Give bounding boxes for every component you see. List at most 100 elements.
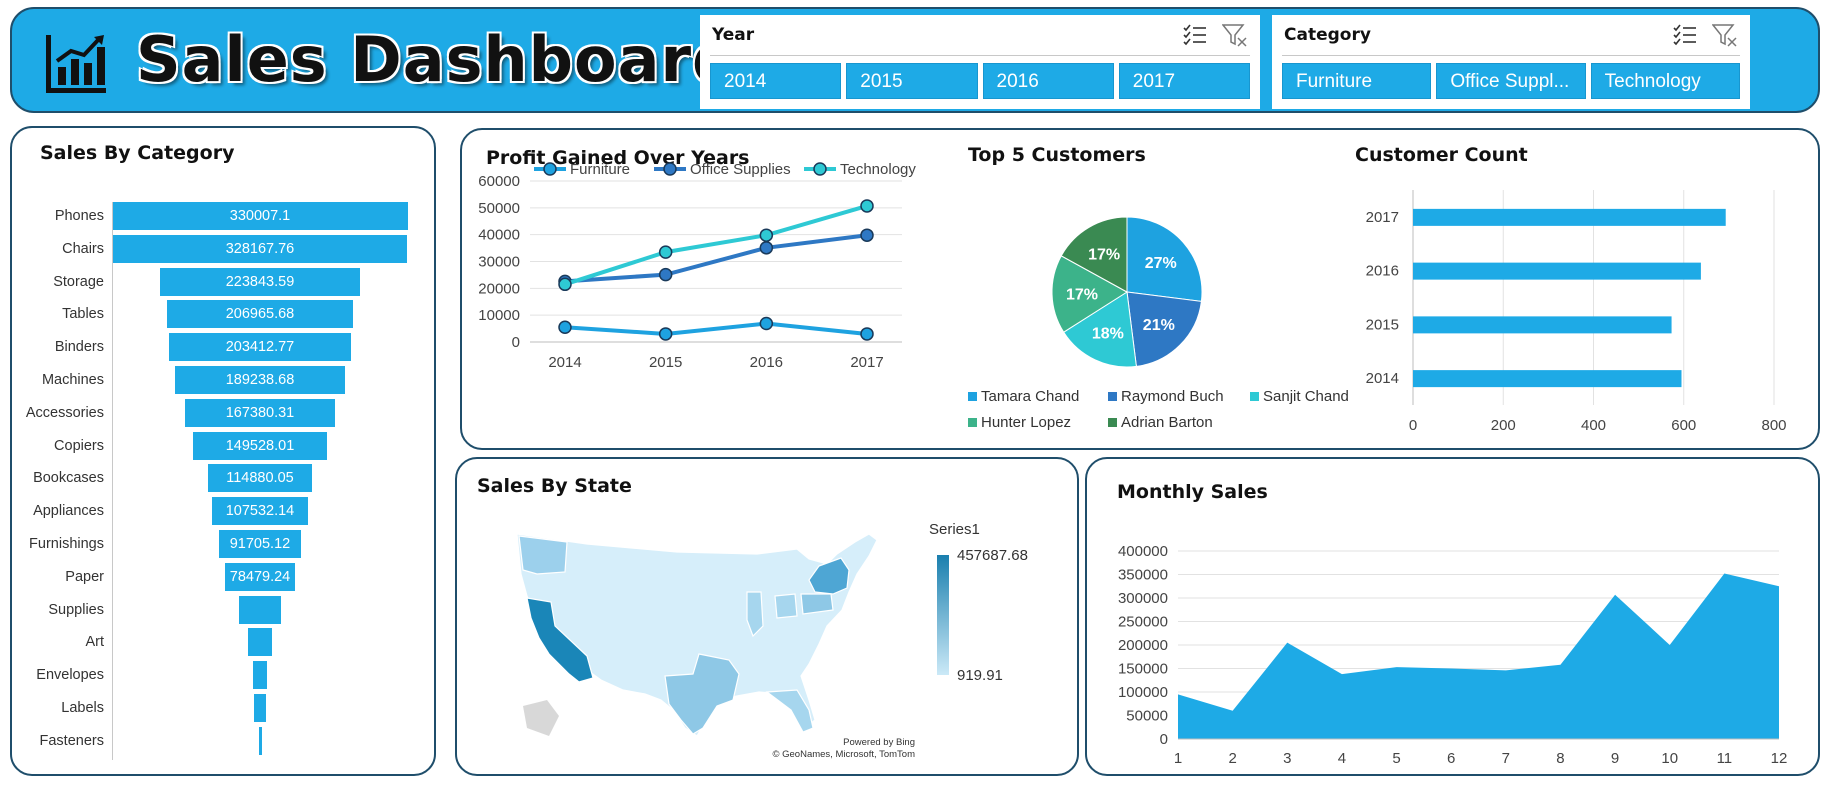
bar-chart-icon xyxy=(46,35,106,93)
x-tick-label: 800 xyxy=(1761,417,1786,434)
category-bar xyxy=(252,661,268,690)
year-button-3[interactable]: 2017 xyxy=(1118,63,1250,99)
category-bar: 328167.76 xyxy=(112,234,408,263)
category-label: Labels xyxy=(61,700,104,716)
state-new-york xyxy=(808,557,850,595)
top-customers-title: Top 5 Customers xyxy=(968,144,1146,166)
data-point xyxy=(759,228,774,242)
pie-slice-label: 17% xyxy=(1088,246,1120,263)
data-point xyxy=(558,277,572,292)
us-state-map xyxy=(516,533,878,737)
legend-label: Furniture xyxy=(570,161,630,178)
y-tick-label: 40000 xyxy=(478,227,520,244)
category-label: Phones xyxy=(54,208,104,224)
state-florida xyxy=(765,689,814,733)
state-illinois xyxy=(746,591,764,638)
category-label: Chairs xyxy=(62,240,104,257)
x-tick-label: 2015 xyxy=(649,354,682,371)
state-ohio xyxy=(774,593,798,619)
pie-slice xyxy=(1060,216,1128,293)
category-label: Appliances xyxy=(33,503,104,520)
pie-slice xyxy=(1126,291,1202,367)
legend-label: Technology xyxy=(840,161,916,178)
y-tick-label: 100000 xyxy=(1118,684,1168,701)
monthly-sales-title: Monthly Sales xyxy=(1117,481,1268,503)
sales-area xyxy=(1178,573,1779,739)
category-bar: 223843.59 xyxy=(159,267,361,296)
category-bar: 167380.31 xyxy=(184,398,336,427)
category-bar: 149528.01 xyxy=(192,431,328,460)
state-washington xyxy=(518,535,568,575)
dashboard-header: Sales Dashboard Year 2014 2015 2016 2017 Ca… xyxy=(10,7,1820,113)
year-button-1[interactable]: 2015 xyxy=(846,63,978,99)
year-button-0[interactable]: 2014 xyxy=(710,63,842,99)
x-tick-label: 0 xyxy=(1409,417,1417,434)
legend-marker xyxy=(813,162,827,176)
data-point xyxy=(658,245,673,259)
category-label: Supplies xyxy=(48,601,104,618)
overview-panel: Profit Gained Over Years 60000 50000 40000… xyxy=(460,128,1820,450)
category-bar: 189238.68 xyxy=(175,366,345,394)
sales-by-state-panel: Sales By State Series1 457687.68 919.91 … xyxy=(455,457,1079,776)
y-tick-label: 20000 xyxy=(478,280,520,297)
category-bar xyxy=(239,595,281,624)
category-button-0[interactable]: Furniture xyxy=(1282,63,1432,99)
map-attribution: Powered by Bing © GeoNames, Microsoft, T… xyxy=(772,737,916,760)
y-tick-label: 30000 xyxy=(478,254,520,271)
category-bar: 203412.77 xyxy=(168,333,352,362)
category-label: Copiers xyxy=(54,437,104,454)
x-tick-label: 2016 xyxy=(750,354,783,371)
y-tick-label: 400000 xyxy=(1118,543,1168,560)
y-tick-label: 60000 xyxy=(478,173,520,190)
legend-marker xyxy=(543,162,557,176)
series-line xyxy=(564,204,868,287)
clear-filter-icon[interactable] xyxy=(1222,23,1248,47)
x-tick-label: 5 xyxy=(1392,750,1400,767)
data-point xyxy=(759,241,774,255)
multi-select-icon[interactable] xyxy=(1182,23,1208,47)
y-tick-label: 200000 xyxy=(1118,637,1168,654)
category-label: Furnishings xyxy=(29,536,104,552)
y-tick-label: 50000 xyxy=(478,200,520,217)
data-point xyxy=(658,267,673,282)
x-tick-label: 10 xyxy=(1661,750,1678,767)
category-label: Envelopes xyxy=(36,667,104,684)
customer-count-title: Customer Count xyxy=(1355,144,1528,166)
multi-select-icon[interactable] xyxy=(1672,23,1698,47)
count-bar xyxy=(1413,208,1726,226)
year-slicer: Year 2014 2015 2016 2017 xyxy=(700,15,1260,109)
y-tick-label: 50000 xyxy=(1126,708,1168,725)
customer-count-bar-chart: 0 200 400 600 800 2017 2016 2015 2014 xyxy=(1366,190,1787,434)
y-tick-label: 0 xyxy=(512,334,520,351)
monthly-sales-panel: Monthly Sales 400000 350000 300000 250000 20… xyxy=(1085,457,1820,776)
pie-legend-item: Hunter Lopez xyxy=(968,414,1071,431)
legend-marker xyxy=(663,162,677,176)
y-tick-label: 2014 xyxy=(1366,370,1399,387)
category-label: Tables xyxy=(62,306,104,323)
category-bar: 206965.68 xyxy=(167,300,353,329)
x-tick-label: 4 xyxy=(1338,750,1346,767)
top-customers-legend: Tamara Chand Raymond Buch Sanjit Chand Hunt… xyxy=(968,388,1388,448)
year-button-2[interactable]: 2016 xyxy=(982,63,1114,99)
pie-legend-item: Tamara Chand xyxy=(968,388,1079,405)
count-bar xyxy=(1413,262,1701,280)
y-tick-label: 150000 xyxy=(1118,661,1168,678)
pie-legend-item: Raymond Buch xyxy=(1108,388,1224,405)
funnel-axis xyxy=(112,202,113,760)
y-tick-label: 2016 xyxy=(1366,263,1399,280)
category-label: Art xyxy=(85,634,104,651)
pie-slice xyxy=(1126,216,1203,302)
category-label: Binders xyxy=(54,339,104,356)
category-button-1[interactable]: Office Suppl... xyxy=(1436,63,1586,99)
page-title: Sales Dashboard xyxy=(136,23,738,96)
category-label: Storage xyxy=(53,273,104,290)
pie-slice-label: 21% xyxy=(1143,317,1175,334)
clear-filter-icon[interactable] xyxy=(1712,23,1738,47)
profit-line-chart: 60000 50000 40000 30000 20000 10000 0 2014 2015 2… xyxy=(478,161,916,371)
y-tick-label: 10000 xyxy=(478,307,520,324)
top-customers-pie-chart: 27% 21% 18% 17% 17% xyxy=(1051,216,1203,368)
data-point xyxy=(558,320,572,334)
x-tick-label: 8 xyxy=(1556,750,1564,767)
pie-legend-item: Adrian Barton xyxy=(1108,414,1213,431)
category-button-2[interactable]: Technology xyxy=(1590,63,1740,99)
